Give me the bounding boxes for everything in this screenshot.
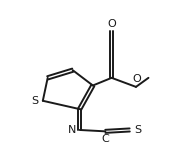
- Text: O: O: [107, 19, 116, 29]
- Text: S: S: [134, 125, 141, 135]
- Text: C: C: [102, 134, 109, 144]
- Text: N: N: [68, 125, 76, 135]
- Text: S: S: [32, 96, 39, 106]
- Text: O: O: [132, 74, 141, 84]
